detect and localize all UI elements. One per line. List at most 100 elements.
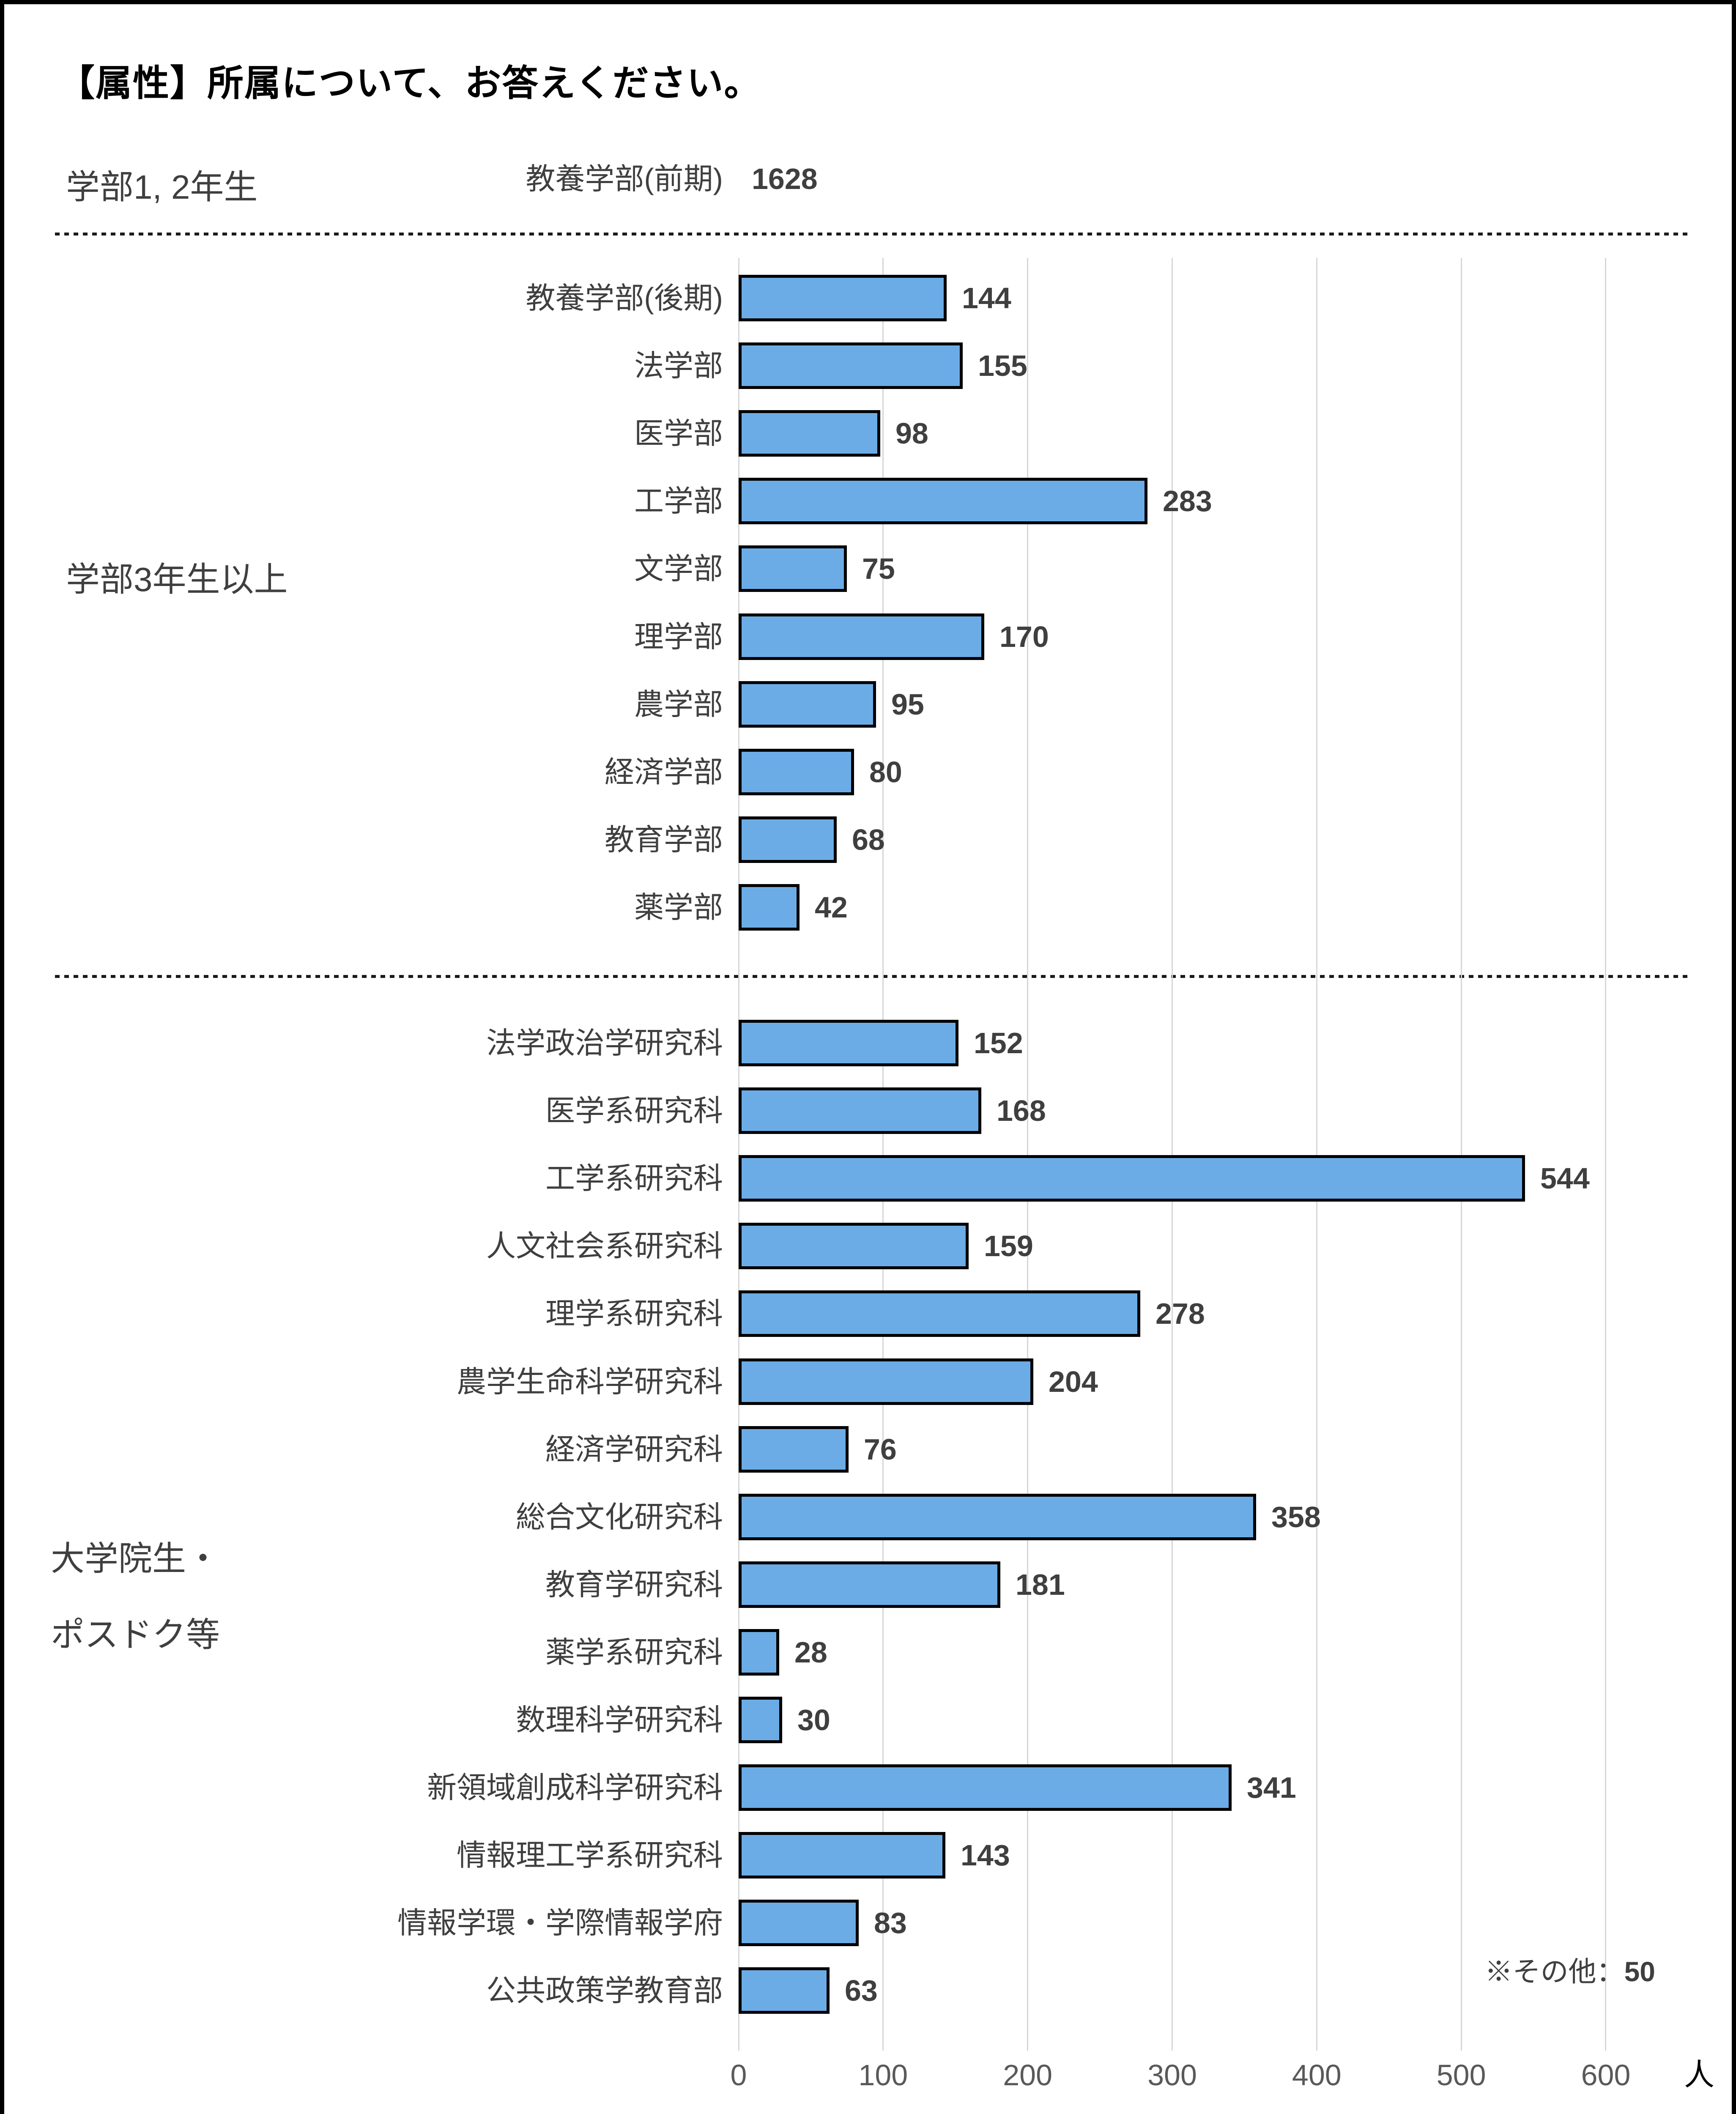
- bar: [739, 342, 963, 389]
- value-label: 76: [864, 1433, 897, 1466]
- value-label: 358: [1271, 1501, 1321, 1533]
- value-label: 83: [874, 1906, 907, 1939]
- category-label: 工学系研究科: [545, 1162, 723, 1195]
- chart-title: 【属性】所属について、お答えください。: [58, 63, 761, 104]
- x-tick-100: 100: [858, 2059, 908, 2092]
- x-tick-300: 300: [1147, 2059, 1197, 2092]
- value-label: 95: [891, 688, 924, 721]
- bar: [739, 816, 837, 863]
- gridline-600: [1605, 258, 1607, 2051]
- bar: [739, 1358, 1033, 1405]
- bar: [739, 1967, 830, 2014]
- bar: [739, 1629, 779, 1676]
- value-label: 144: [962, 282, 1011, 315]
- category-label: 経済学部: [605, 756, 723, 789]
- gridline-300: [1171, 258, 1173, 2051]
- value-label: 204: [1049, 1365, 1098, 1398]
- category-label: 教育学研究科: [545, 1568, 723, 1601]
- value-label: 80: [869, 756, 902, 789]
- value-label: 1628: [752, 162, 818, 195]
- x-tick-500: 500: [1436, 2059, 1486, 2092]
- value-label: 63: [845, 1974, 878, 2007]
- value-label: 544: [1540, 1162, 1590, 1195]
- value-label: 159: [984, 1230, 1033, 1262]
- category-label: 数理科学研究科: [516, 1703, 723, 1736]
- bar: [739, 1561, 1000, 1608]
- category-label: 薬学系研究科: [545, 1636, 723, 1669]
- category-label: 情報学環・学際情報学府: [397, 1906, 723, 1939]
- category-label: 公共政策学教育部: [486, 1974, 723, 2007]
- other-note: ※その他：50: [1230, 1948, 1655, 1995]
- category-label: 人文社会系研究科: [486, 1230, 723, 1262]
- section-divider-top: [55, 233, 1691, 235]
- category-label: 新領域創成科学研究科: [427, 1771, 723, 1804]
- value-label: 98: [895, 417, 928, 450]
- group-label-undergrad-1-2: 学部1, 2年生: [66, 168, 258, 206]
- axis-unit-label: 人: [1684, 2058, 1714, 2092]
- value-label: 181: [1016, 1568, 1065, 1601]
- category-label: 総合文化研究科: [516, 1501, 723, 1533]
- value-label: 168: [997, 1094, 1046, 1127]
- value-label: 283: [1163, 485, 1212, 518]
- category-label: 法学政治学研究科: [486, 1027, 723, 1060]
- value-label: 152: [974, 1027, 1023, 1060]
- category-label: 理学部: [634, 620, 723, 653]
- bar: [739, 1020, 958, 1066]
- other-note-value: 50: [1624, 1956, 1655, 1987]
- category-label: 教育学部: [605, 823, 723, 856]
- value-label: 68: [852, 823, 885, 856]
- x-tick-400: 400: [1292, 2059, 1342, 2092]
- bar: [739, 749, 854, 795]
- value-label: 341: [1247, 1771, 1296, 1804]
- bar: [739, 1087, 981, 1134]
- bar: [739, 1155, 1525, 1202]
- bar: [739, 1494, 1256, 1540]
- category-label: 医学部: [634, 417, 723, 450]
- value-label: 278: [1156, 1297, 1205, 1330]
- bar: [739, 1764, 1232, 1811]
- gridline-500: [1460, 258, 1462, 2051]
- category-label: 医学系研究科: [545, 1094, 723, 1127]
- category-label: 法学部: [634, 349, 723, 382]
- gridline-0: [738, 258, 739, 2051]
- bar: [739, 1900, 859, 1946]
- value-label: 75: [862, 552, 895, 585]
- bar: [739, 1832, 945, 1879]
- category-label: 理学系研究科: [545, 1297, 723, 1330]
- gridline-400: [1316, 258, 1317, 2051]
- category-label: 教養学部(後期): [526, 282, 723, 315]
- category-label: 工学部: [634, 485, 723, 518]
- bar: [739, 545, 847, 592]
- category-label: 薬学部: [634, 891, 723, 924]
- x-tick-0: 0: [730, 2059, 747, 2092]
- category-label: 情報理工学系研究科: [457, 1839, 723, 1872]
- bar: [739, 884, 800, 931]
- bar: [739, 410, 880, 457]
- bar: [739, 1290, 1140, 1337]
- bar: [739, 681, 876, 728]
- value-label: 143: [961, 1839, 1010, 1872]
- category-label: 農学部: [634, 688, 723, 721]
- bar: [739, 1697, 782, 1743]
- category-label: 農学生命科学研究科: [457, 1365, 723, 1398]
- gridline-100: [882, 258, 884, 2051]
- category-label: 経済学研究科: [545, 1433, 723, 1466]
- value-label: 42: [815, 891, 848, 924]
- group-label-grad-line2: ポスドク等: [51, 1616, 220, 1654]
- gridline-200: [1027, 258, 1029, 2051]
- group-label-grad-line1: 大学院生・: [51, 1540, 220, 1577]
- category-label: 文学部: [634, 552, 723, 585]
- value-label: 155: [978, 349, 1027, 382]
- x-tick-600: 600: [1581, 2059, 1631, 2092]
- bar: [739, 1426, 849, 1473]
- bar: [739, 478, 1147, 524]
- group-label-undergrad-3plus: 学部3年生以上: [66, 561, 288, 598]
- x-tick-200: 200: [1003, 2059, 1053, 2092]
- value-label: 170: [999, 620, 1049, 653]
- section-divider-middle: [55, 975, 1691, 978]
- value-label: 28: [794, 1636, 827, 1669]
- other-note-prefix: ※その他：: [1484, 1956, 1624, 1987]
- value-label: 30: [797, 1703, 830, 1736]
- bar: [739, 1223, 969, 1269]
